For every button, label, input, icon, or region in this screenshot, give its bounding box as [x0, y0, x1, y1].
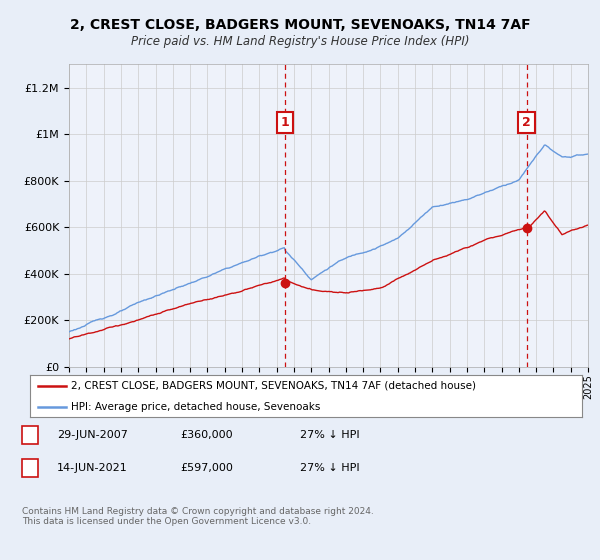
Text: 27% ↓ HPI: 27% ↓ HPI: [300, 463, 359, 473]
Text: Price paid vs. HM Land Registry's House Price Index (HPI): Price paid vs. HM Land Registry's House …: [131, 35, 469, 49]
Text: 14-JUN-2021: 14-JUN-2021: [57, 463, 128, 473]
Text: 1: 1: [26, 430, 34, 440]
Text: Contains HM Land Registry data © Crown copyright and database right 2024.
This d: Contains HM Land Registry data © Crown c…: [22, 507, 373, 526]
Text: 2, CREST CLOSE, BADGERS MOUNT, SEVENOAKS, TN14 7AF: 2, CREST CLOSE, BADGERS MOUNT, SEVENOAKS…: [70, 18, 530, 32]
Text: 1: 1: [281, 116, 289, 129]
Text: HPI: Average price, detached house, Sevenoaks: HPI: Average price, detached house, Seve…: [71, 402, 321, 412]
Text: 2: 2: [26, 463, 34, 473]
Text: 2: 2: [522, 116, 531, 129]
Text: £597,000: £597,000: [180, 463, 233, 473]
Text: 27% ↓ HPI: 27% ↓ HPI: [300, 430, 359, 440]
Text: 29-JUN-2007: 29-JUN-2007: [57, 430, 128, 440]
Text: £360,000: £360,000: [180, 430, 233, 440]
Text: 2, CREST CLOSE, BADGERS MOUNT, SEVENOAKS, TN14 7AF (detached house): 2, CREST CLOSE, BADGERS MOUNT, SEVENOAKS…: [71, 381, 476, 391]
